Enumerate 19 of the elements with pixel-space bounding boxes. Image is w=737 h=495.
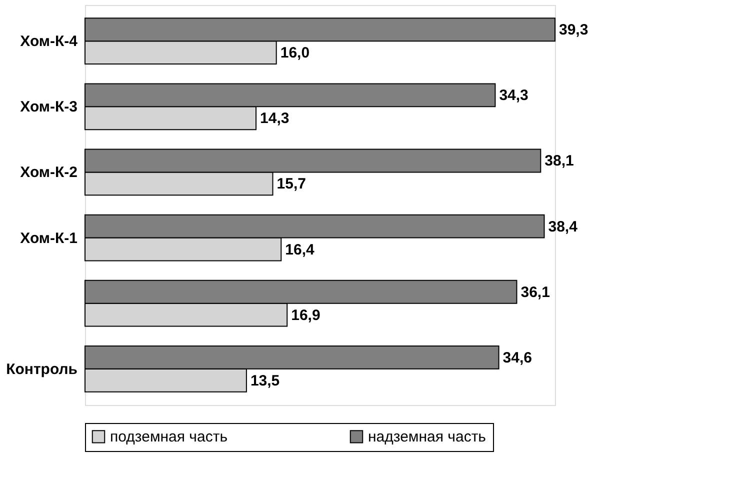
data-label: 16,4 xyxy=(285,241,315,258)
y-tick-label: Хом-К-2 xyxy=(20,164,78,182)
data-label: 13,5 xyxy=(250,372,280,390)
legend-label: подземная часть xyxy=(110,428,228,446)
data-label: 14,3 xyxy=(260,110,290,128)
data-label: 38,1 xyxy=(544,152,574,170)
legend-label: надземная часть xyxy=(368,428,486,446)
y-tick-label: Хом-К-3 xyxy=(20,98,78,116)
y-tick-label: Контроль xyxy=(6,360,78,378)
data-label: 16,0 xyxy=(280,44,310,62)
data-label: 36,1 xyxy=(520,284,550,301)
data-label: 34,3 xyxy=(499,87,528,104)
y-tick-label: Хом-К-4 xyxy=(20,33,78,50)
data-label: 16,9 xyxy=(291,306,320,324)
data-label: 15,7 xyxy=(276,176,306,193)
data-label: 34,6 xyxy=(502,349,532,366)
y-tick-label: Хом-К-1 xyxy=(20,230,78,247)
data-label: 38,4 xyxy=(548,218,578,236)
data-label: 39,3 xyxy=(559,22,588,39)
